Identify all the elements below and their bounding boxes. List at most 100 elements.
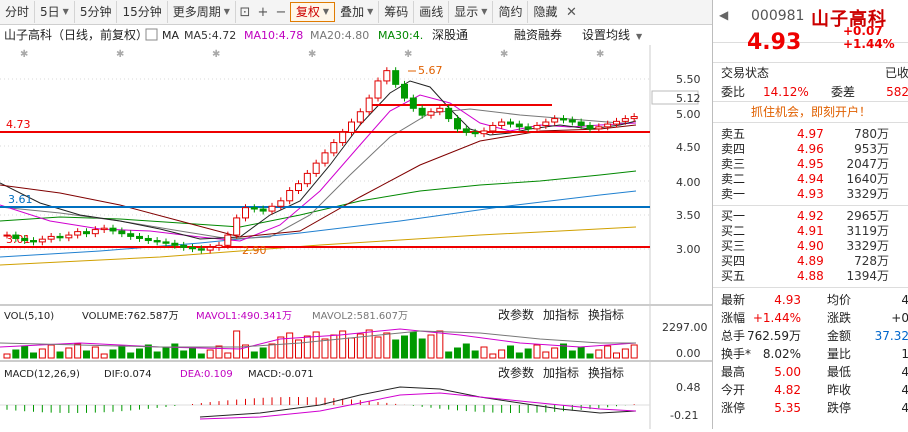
candle-body[interactable] — [242, 207, 249, 219]
candle-body[interactable] — [383, 70, 391, 82]
candle-body[interactable] — [630, 116, 638, 120]
candle-body[interactable] — [286, 190, 294, 202]
candle-body[interactable] — [127, 233, 135, 237]
candle-body[interactable] — [180, 244, 188, 248]
open-account-banner[interactable]: 抓住机会，即刻开户！ — [713, 102, 908, 123]
candle-body[interactable] — [392, 70, 400, 85]
sell-order-row[interactable]: 卖二 4.94 1640万 — [713, 172, 908, 187]
overlay-dropdown[interactable]: 叠加 ▼ — [335, 1, 380, 23]
candle-body[interactable] — [454, 118, 461, 130]
candle-body[interactable] — [136, 235, 143, 239]
more-periods-dropdown[interactable]: 更多周期 ▼ — [168, 1, 236, 23]
candle-body[interactable] — [295, 183, 302, 192]
buy-order-row[interactable]: 买二 4.91 3119万 — [713, 224, 908, 239]
candle-body[interactable] — [356, 111, 364, 123]
candle-body[interactable] — [144, 237, 152, 242]
candle-body[interactable] — [65, 234, 73, 239]
candle-body[interactable] — [268, 205, 276, 212]
candle-body[interactable] — [303, 172, 311, 185]
candle-body[interactable] — [524, 126, 532, 130]
candle-body[interactable] — [604, 123, 612, 128]
candle-body[interactable] — [568, 119, 576, 123]
zoom-out-icon[interactable]: − — [275, 4, 287, 20]
candle-body[interactable] — [47, 235, 55, 240]
candle-body[interactable] — [21, 237, 29, 242]
vol-add-indicator-link[interactable]: 加指标 — [543, 307, 579, 322]
candle-body[interactable] — [153, 240, 161, 243]
candle-body[interactable] — [259, 208, 267, 212]
candle-body[interactable] — [577, 121, 585, 126]
tab-5day[interactable]: 5日 ▼ — [35, 1, 75, 23]
candle-body[interactable] — [233, 217, 241, 236]
kline-chart-svg[interactable]: 山子高科（日线，前复权） MA MA5:4.72 MA10:4.78 MA20:… — [0, 25, 712, 429]
candle-body[interactable] — [339, 131, 347, 144]
candle-body[interactable] — [471, 131, 479, 135]
candle-body[interactable] — [507, 121, 514, 125]
candle-body[interactable] — [91, 229, 99, 235]
close-icon[interactable]: ✕ — [566, 4, 577, 20]
kline-chart[interactable]: 山子高科（日线，前复权） MA MA5:4.72 MA10:4.78 MA20:… — [0, 25, 712, 429]
chips-button[interactable]: 筹码 — [379, 1, 415, 23]
sell-order-row[interactable]: 卖四 4.96 953万 — [713, 142, 908, 157]
candle-body[interactable] — [533, 124, 541, 130]
candle-body[interactable] — [374, 80, 382, 99]
candle-body[interactable] — [498, 121, 506, 126]
candle-body[interactable] — [83, 231, 90, 235]
adjust-dropdown[interactable]: 复权 ▼ — [289, 2, 336, 22]
candle-body[interactable] — [551, 118, 559, 123]
candle-body[interactable] — [480, 130, 488, 135]
buy-order-row[interactable]: 买三 4.90 3329万 — [713, 239, 908, 254]
candle-body[interactable] — [409, 97, 417, 109]
tab-5min[interactable]: 5分钟 — [75, 1, 118, 23]
candle-body[interactable] — [189, 246, 196, 250]
display-dropdown[interactable]: 显示 ▼ — [449, 1, 494, 23]
macd-add-indicator-link[interactable]: 加指标 — [543, 365, 579, 380]
candle-body[interactable] — [277, 200, 285, 207]
lock-icon[interactable]: ⊡ — [239, 4, 251, 20]
candle-body[interactable] — [30, 240, 37, 243]
draw-line-button[interactable]: 画线 — [414, 1, 450, 23]
margin-link[interactable]: 融资融券 — [514, 27, 562, 42]
candle-body[interactable] — [462, 128, 470, 133]
candle-body[interactable] — [197, 248, 205, 251]
candle-body[interactable] — [321, 152, 329, 164]
candle-body[interactable] — [12, 234, 20, 239]
candle-body[interactable] — [365, 97, 373, 113]
candle-body[interactable] — [38, 238, 46, 243]
candle-body[interactable] — [445, 107, 453, 120]
candle-body[interactable] — [100, 227, 108, 231]
candle-body[interactable] — [330, 142, 338, 154]
back-arrow-icon[interactable]: ◀ — [719, 8, 729, 22]
sell-order-row[interactable]: 卖一 4.93 3329万 — [713, 187, 908, 202]
buy-order-row[interactable]: 买一 4.92 2965万 — [713, 209, 908, 224]
macd-switch-indicator-link[interactable]: 换指标 — [588, 365, 624, 380]
tab-intraday[interactable]: 分时 — [0, 1, 36, 23]
candle-body[interactable] — [586, 124, 594, 130]
candle-body[interactable] — [489, 124, 497, 132]
ma-settings-link[interactable]: 设置均线 — [582, 28, 630, 42]
hide-button[interactable]: 隐藏 — [528, 1, 562, 23]
candle-body[interactable] — [109, 227, 117, 232]
candle-body[interactable] — [427, 111, 435, 116]
candle-body[interactable] — [171, 242, 179, 246]
candle-body[interactable] — [224, 234, 232, 246]
candle-body[interactable] — [74, 231, 82, 236]
candle-body[interactable] — [560, 118, 567, 121]
candle-body[interactable] — [162, 241, 170, 244]
candle-body[interactable] — [215, 244, 223, 248]
candle-body[interactable] — [401, 83, 408, 99]
candle-body[interactable] — [118, 230, 126, 235]
candle-body[interactable] — [348, 121, 355, 133]
buy-order-row[interactable]: 买五 4.88 1394万 — [713, 269, 908, 284]
vol-switch-indicator-link[interactable]: 换指标 — [588, 307, 624, 322]
sell-order-row[interactable]: 卖三 4.95 2047万 — [713, 157, 908, 172]
buy-order-row[interactable]: 买四 4.89 728万 — [713, 254, 908, 269]
candle-body[interactable] — [436, 107, 444, 113]
candle-body[interactable] — [250, 207, 258, 210]
vol-edit-params-link[interactable]: 改参数 — [498, 307, 534, 322]
candle-body[interactable] — [613, 120, 620, 125]
tab-15min[interactable]: 15分钟 — [117, 1, 168, 23]
sell-order-row[interactable]: 卖五 4.97 780万 — [713, 127, 908, 142]
zoom-in-icon[interactable]: + — [257, 4, 269, 20]
candle-body[interactable] — [312, 162, 320, 174]
